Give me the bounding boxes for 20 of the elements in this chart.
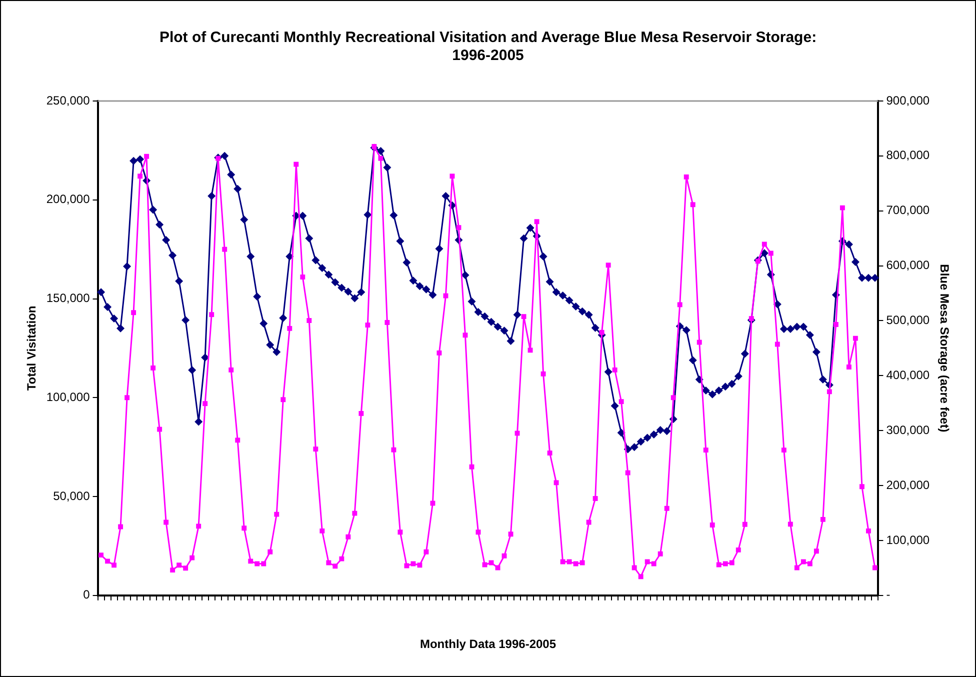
y2-tick-label: 300,000 [886,422,930,437]
y2-tick-label: 700,000 [886,203,930,218]
y-tick-label: 250,000 [46,93,90,108]
y2-tick-label: 200,000 [886,478,930,492]
chart-title: Plot of Curecanti Monthly Recreational Visitation and Average Blue Mesa Reservoir Storage: 1996-2005 [159,29,817,64]
y-axis-title: Total Visitation [24,306,39,391]
y-tick-label: 100,000 [46,390,90,404]
y-tick-label: 50,000 [53,488,90,503]
y2-tick-label: 100,000 [886,532,930,547]
y2-axis-title: Blue Mesa Storage (acre feet) [937,264,952,432]
y2-tick-label: - [886,588,890,602]
y-tick-label: 0 [83,588,90,602]
y2-tick-label: 600,000 [886,258,930,272]
y2-tick-label: 500,000 [886,313,930,328]
x-axis-title: Monthly Data 1996-2005 [420,637,556,652]
y2-tick-label: 400,000 [886,368,930,382]
y-tick-label: 150,000 [46,291,90,306]
y2-tick-label: 800,000 [886,148,930,162]
y-tick-label: 200,000 [46,192,90,206]
y2-tick-label: 900,000 [886,93,930,108]
